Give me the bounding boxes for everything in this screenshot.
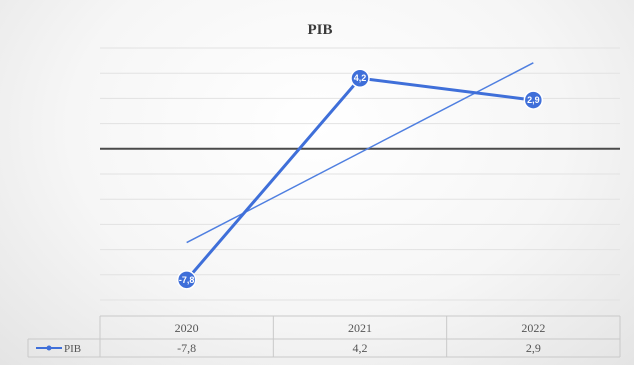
data-label: -7,8	[179, 275, 195, 285]
data-point	[176, 270, 197, 290]
data-table: 2020 2021 2022 -7,8 4,2 2,9 PIB	[27, 315, 621, 358]
legend-marker	[46, 345, 52, 351]
category-label: 2021	[348, 321, 372, 335]
legend-label: PIB	[64, 343, 81, 355]
table-value-cell: -7,8	[177, 341, 196, 355]
data-point	[523, 90, 544, 110]
data-label: 4,2	[354, 73, 367, 83]
series-layer: -7,8 4,2 2,9	[176, 62, 544, 290]
data-point	[350, 68, 370, 88]
category-label: 2022	[521, 321, 545, 335]
table-value-cell: 2,9	[526, 341, 541, 355]
data-label: 2,9	[527, 95, 540, 105]
trendline	[186, 62, 534, 244]
table-value-cell: 4,2	[353, 341, 368, 355]
category-label: 2020	[175, 321, 199, 335]
chart-title: PIB	[307, 22, 332, 38]
